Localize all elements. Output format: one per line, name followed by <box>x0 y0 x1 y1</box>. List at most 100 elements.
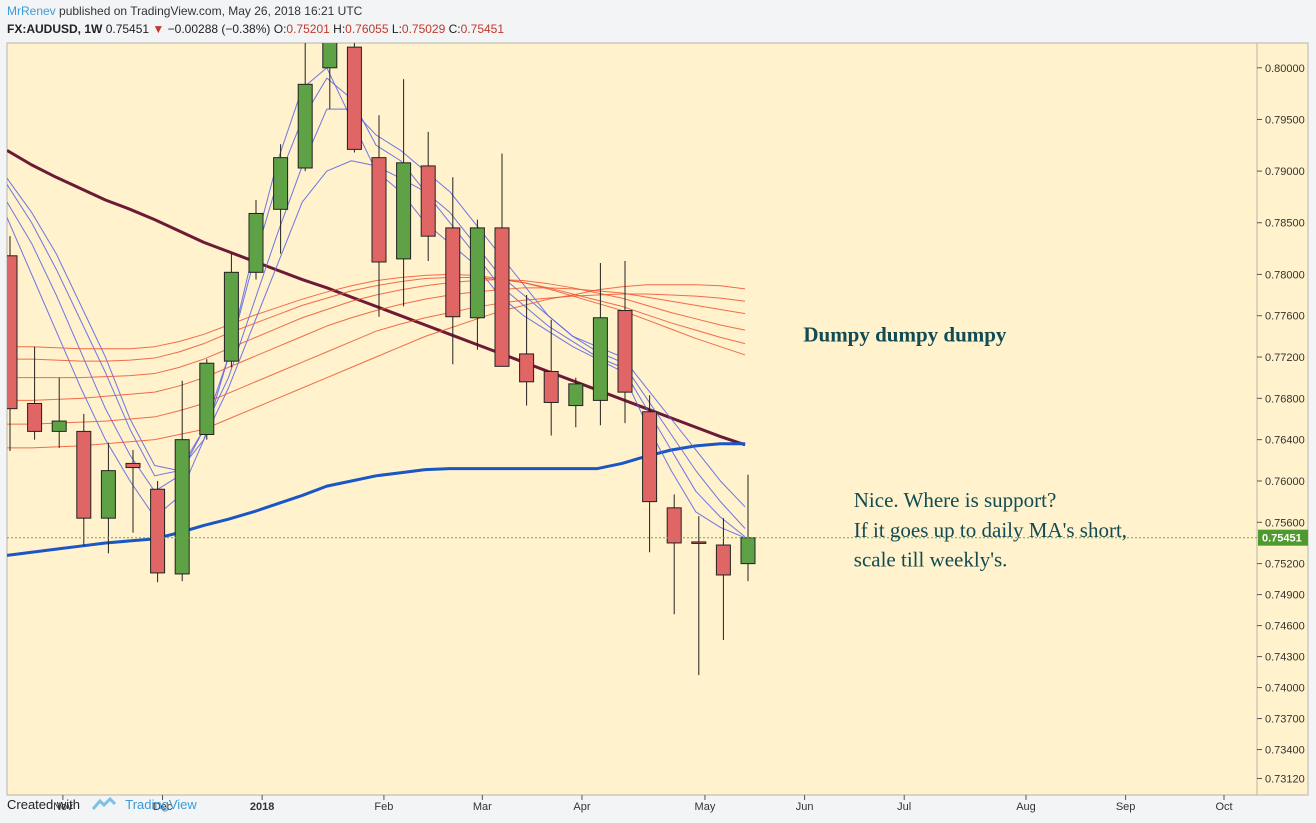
price-tick-label: 0.76400 <box>1265 435 1305 447</box>
plot-area[interactable] <box>6 42 1258 796</box>
candle-body <box>297 83 313 169</box>
annotation-text: scale till weekly's. <box>854 548 1008 572</box>
high-label: H: <box>333 22 346 36</box>
candle-body <box>592 317 608 401</box>
open-label: O: <box>273 22 287 36</box>
candle-down <box>371 115 387 317</box>
time-tick-label: Jul <box>897 801 911 813</box>
candle-body <box>199 362 215 435</box>
time-axis[interactable]: Nov Dec 2018 Feb Mar Apr May Jun Jul Aug Sep Oct <box>53 795 1233 813</box>
candle-down <box>7 236 18 452</box>
candle-body <box>223 271 239 362</box>
time-tick-label: Dec <box>153 801 173 813</box>
candle-up <box>322 43 338 110</box>
candle-body <box>248 212 264 273</box>
candle-body <box>396 162 412 260</box>
candle-down <box>691 516 707 676</box>
close-label: C: <box>448 22 461 36</box>
time-tick-label: Sep <box>1116 801 1136 813</box>
time-tick-label: Feb <box>374 801 393 813</box>
candle-down <box>125 449 141 533</box>
price-axis[interactable] <box>1256 42 1309 796</box>
price-tick-label: 0.74300 <box>1265 652 1305 664</box>
candle-down <box>27 346 43 440</box>
candle-up <box>469 219 485 350</box>
candle-down <box>543 319 559 436</box>
candle-body <box>666 507 682 544</box>
candle-up <box>273 144 289 254</box>
candle-down <box>346 43 362 153</box>
last-price-line: 0.75451 <box>7 529 1308 546</box>
down-arrow-icon: ▼ <box>152 22 165 36</box>
time-tick-label: Jun <box>796 801 814 813</box>
last-price-tag <box>1258 529 1308 546</box>
candle-up <box>568 377 584 428</box>
candle-up <box>174 380 190 582</box>
price-tick-label: 0.75200 <box>1265 559 1305 571</box>
candle-body <box>76 430 92 519</box>
time-tick-label: Nov <box>53 801 73 813</box>
price-tick-label: 0.73700 <box>1265 714 1305 726</box>
created-with-label: Created with <box>7 797 80 812</box>
candle-body <box>740 537 756 565</box>
price-tick-label: 0.73120 <box>1265 773 1305 785</box>
candle-down <box>420 131 436 261</box>
candle-body <box>519 353 535 383</box>
candle-body <box>51 420 67 432</box>
price-tick-label: 0.73400 <box>1265 745 1305 757</box>
candle-up <box>740 474 756 582</box>
moving-average-line <box>7 287 746 401</box>
high-value: 0.76055 <box>345 22 389 36</box>
candle-body <box>445 227 461 318</box>
price-tick-label: 0.79000 <box>1265 166 1305 178</box>
close-value: 0.75451 <box>460 22 505 36</box>
candle-down <box>617 260 633 424</box>
candle-body <box>543 370 559 403</box>
tradingview-link[interactable]: TradingView <box>125 797 197 812</box>
candlesticks <box>7 43 756 676</box>
low-value: 0.75029 <box>401 22 446 36</box>
price-tick-label: 0.74600 <box>1265 621 1305 633</box>
time-tick-label: Aug <box>1016 801 1036 813</box>
candle-down <box>715 518 731 641</box>
time-tick-label: Oct <box>1215 801 1232 813</box>
price-tick-label: 0.75600 <box>1265 517 1305 529</box>
annotation-text: Dumpy dumpy dumpy <box>803 323 1007 347</box>
annotation-text: If it goes up to daily MA's short, <box>854 518 1127 542</box>
footer: Created with TradingView <box>7 796 197 814</box>
candle-body <box>420 165 436 237</box>
candle-down <box>445 177 461 365</box>
moving-average-line <box>7 284 746 449</box>
publish-text: published on TradingView.com, May 26, 20… <box>59 4 363 18</box>
moving-average-line <box>7 276 746 362</box>
candle-body <box>322 43 338 69</box>
symbol-info: FX:AUDUSD, 1W 0.75451 ▼ −0.00288 (−0.38%… <box>7 22 504 36</box>
candle-up <box>100 442 116 554</box>
tradingview-logo-icon[interactable] <box>91 796 116 814</box>
price-change: −0.00288 (−0.38%) <box>167 22 271 36</box>
candle-body <box>346 46 362 150</box>
candle-body <box>568 383 584 407</box>
price-tick-label: 0.77200 <box>1265 352 1305 364</box>
candle-down <box>666 494 682 615</box>
candle-body <box>174 439 190 575</box>
candle-down <box>150 480 166 583</box>
price-tick-label: 0.78500 <box>1265 218 1305 230</box>
publish-info: MrRenev published on TradingView.com, Ma… <box>7 4 362 18</box>
author-link[interactable]: MrRenev <box>7 4 56 18</box>
candle-up <box>396 79 412 307</box>
price-axis-labels: 0.80000 0.79500 0.79000 0.78500 0.78000 0.776… <box>1257 63 1305 785</box>
price-tick-label: 0.74900 <box>1265 590 1305 602</box>
price-tick-label: 0.77600 <box>1265 311 1305 323</box>
candle-body <box>7 255 18 410</box>
moving-average-line <box>7 293 746 425</box>
time-tick-label: Mar <box>473 801 492 813</box>
candle-body <box>691 541 707 544</box>
candle-body <box>371 157 387 263</box>
price-tick-label: 0.74000 <box>1265 683 1305 695</box>
candle-down <box>494 153 510 367</box>
candle-body <box>150 488 166 574</box>
time-tick-label: 2018 <box>250 801 274 813</box>
price-tick-label: 0.76000 <box>1265 476 1305 488</box>
